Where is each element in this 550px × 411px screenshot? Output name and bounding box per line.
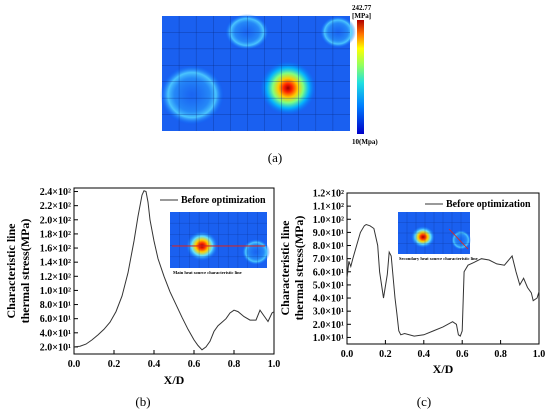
main-y-tick-label: 2.0×10² <box>40 215 71 226</box>
secondary-x-tick-label: 0.8 <box>494 349 507 360</box>
secondary-x-tick-label: 0.0 <box>341 349 354 360</box>
main-x-tick-label: 1.0 <box>268 359 281 370</box>
secondary-x-tick-label: 0.4 <box>418 349 431 360</box>
legend-main-label: Before optimization <box>181 195 266 206</box>
series-line-main-before-optimization <box>73 190 275 351</box>
colorbar-min-label: 10(Mpa) <box>352 138 378 146</box>
inset-main-heatmap: Main heat source characteristic line <box>170 212 270 275</box>
main-y-tick-label: 4.0×10¹ <box>40 328 71 339</box>
secondary-y-tick-label: 2.0×10¹ <box>313 320 344 331</box>
inset-main-caption: Main heat source characteristic line <box>173 270 242 275</box>
secondary-y-tick-label: 6.0×10¹ <box>313 267 344 278</box>
secondary-axis-ticks: 0.0 0.2 0.4 0.6 0.8 1.0 1.0×10¹ 2.0×10¹ 3.0×10¹ 4… <box>313 189 545 361</box>
secondary-y-tick-label: 1.2×10² <box>313 189 344 200</box>
main-y-tick-label: 1.4×10² <box>40 258 71 269</box>
colorbar-max-label: 242.77 <box>352 4 372 12</box>
secondary-y-tick-label: 1.0×10¹ <box>313 333 344 344</box>
main-x-tick-label: 0.0 <box>68 359 81 370</box>
legend-secondary-label: Before optimization <box>446 199 531 210</box>
secondary-y-tick-label: 7.0×10¹ <box>313 254 344 265</box>
inset-main-ring <box>242 239 270 265</box>
secondary-y-tick-label: 1.0×10² <box>313 215 344 226</box>
y-axis-title-main-line1: Characteristic line <box>4 223 18 319</box>
heatmap-top-ring <box>225 14 269 50</box>
inset-secondary-grid <box>398 212 470 254</box>
heatmap-left-ring <box>160 65 224 125</box>
colorbar-max-unit: [MPa] <box>352 12 371 20</box>
secondary-x-tick-label: 0.6 <box>456 349 469 360</box>
legend-main: Before optimization <box>160 195 266 206</box>
main-axis-ticks: 0.0 0.2 0.4 0.6 0.8 1.0 2.0×10¹ 4.0×10¹ 6.0×10¹ 8… <box>40 187 280 370</box>
secondary-y-tick-label: 5.0×10¹ <box>313 280 344 291</box>
heatmap-hot-spot <box>260 61 316 115</box>
main-x-tick-label: 0.2 <box>108 359 121 370</box>
inset-secondary-heatmap: Secondary heat source characteristic lin… <box>398 212 478 261</box>
y-axis-title-main-line2: thermal stress(MPa) <box>18 219 32 324</box>
secondary-x-tick-label: 1.0 <box>533 349 546 360</box>
secondary-y-tick-label: 4.0×10¹ <box>313 294 344 305</box>
colorbar <box>357 20 364 134</box>
main-y-tick-label: 1.2×10² <box>40 272 71 283</box>
heatmap-panel: 242.77 [MPa] 10(Mpa) (a) <box>160 4 378 165</box>
line-chart-main: 0.0 0.2 0.4 0.6 0.8 1.0 2.0×10¹ 4.0×10¹ 6.0×10¹ 8… <box>4 187 280 409</box>
inset-secondary-hot-spot <box>411 226 435 248</box>
main-y-tick-label: 1.6×10² <box>40 244 71 255</box>
panel-label-b: (b) <box>135 394 150 409</box>
heatmap-grid <box>162 16 350 131</box>
main-x-tick-label: 0.4 <box>148 359 161 370</box>
inset-secondary-characteristic-line <box>448 228 469 250</box>
main-y-tick-label: 8.0×10¹ <box>40 300 71 311</box>
main-y-tick-label: 2.2×10² <box>40 201 71 212</box>
line-chart-secondary: 0.0 0.2 0.4 0.6 0.8 1.0 1.0×10¹ 2.0×10¹ 3.0×10¹ 4… <box>278 189 545 410</box>
series-line-secondary-before-optimization <box>346 223 540 337</box>
plot-frame-main <box>73 187 275 355</box>
secondary-y-tick-label: 8.0×10¹ <box>313 241 344 252</box>
plot-frame-secondary <box>346 192 540 345</box>
main-x-tick-label: 0.6 <box>188 359 201 370</box>
heatmap-right-ring <box>320 16 356 48</box>
x-axis-title-secondary: X/D <box>433 362 454 376</box>
y-axis-title-secondary-line1: Characteristic line <box>278 220 292 316</box>
secondary-y-tick-label: 3.0×10¹ <box>313 307 344 318</box>
panel-label-c: (c) <box>417 394 431 409</box>
main-y-tick-label: 1.8×10² <box>40 229 71 240</box>
main-y-tick-label: 2.4×10² <box>40 187 71 198</box>
main-y-tick-label: 2.0×10¹ <box>40 342 71 353</box>
main-y-tick-label: 6.0×10¹ <box>40 314 71 325</box>
panel-label-a: (a) <box>268 150 282 165</box>
secondary-y-tick-label: 9.0×10¹ <box>313 228 344 239</box>
y-axis-title-secondary-line2: thermal stress(MPa) <box>292 216 306 321</box>
inset-secondary-caption: Secondary heat source characteristic lin… <box>399 256 478 261</box>
x-axis-title-main: X/D <box>164 373 185 387</box>
main-x-tick-label: 0.8 <box>228 359 241 370</box>
legend-secondary: Before optimization <box>425 199 531 210</box>
secondary-x-tick-label: 0.2 <box>379 349 392 360</box>
main-y-tick-label: 1.0×10² <box>40 286 71 297</box>
secondary-y-tick-label: 1.1×10² <box>313 202 344 213</box>
